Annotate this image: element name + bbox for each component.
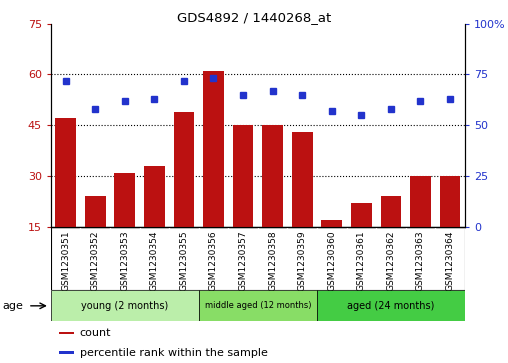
- Text: GSM1230355: GSM1230355: [179, 230, 188, 291]
- Bar: [292, 132, 312, 278]
- Text: GSM1230358: GSM1230358: [268, 230, 277, 291]
- Bar: [380, 196, 401, 278]
- Text: GDS4892 / 1440268_at: GDS4892 / 1440268_at: [177, 11, 331, 24]
- Text: GSM1230352: GSM1230352: [90, 230, 100, 290]
- Bar: [144, 166, 165, 278]
- Bar: [317, 290, 465, 321]
- Text: GSM1230361: GSM1230361: [357, 230, 366, 291]
- Text: GSM1230359: GSM1230359: [298, 230, 307, 291]
- Bar: [351, 203, 372, 278]
- Text: GSM1230354: GSM1230354: [150, 230, 159, 290]
- Bar: [440, 176, 460, 278]
- Text: age: age: [3, 301, 23, 311]
- Text: GSM1230362: GSM1230362: [387, 230, 395, 290]
- Text: middle aged (12 months): middle aged (12 months): [205, 301, 311, 310]
- Bar: [85, 196, 106, 278]
- Bar: [203, 71, 224, 278]
- Bar: [114, 173, 135, 278]
- Bar: [59, 351, 74, 354]
- Bar: [55, 118, 76, 278]
- Bar: [174, 112, 194, 278]
- Bar: [51, 290, 199, 321]
- Text: GSM1230357: GSM1230357: [239, 230, 247, 291]
- Bar: [322, 220, 342, 278]
- Text: GSM1230363: GSM1230363: [416, 230, 425, 291]
- Bar: [199, 290, 317, 321]
- Text: GSM1230364: GSM1230364: [446, 230, 455, 290]
- Bar: [410, 176, 431, 278]
- Bar: [233, 125, 253, 278]
- Text: GSM1230353: GSM1230353: [120, 230, 129, 291]
- Text: GSM1230351: GSM1230351: [61, 230, 70, 291]
- Bar: [59, 332, 74, 334]
- Text: young (2 months): young (2 months): [81, 301, 168, 311]
- Text: GSM1230360: GSM1230360: [327, 230, 336, 291]
- Bar: [262, 125, 283, 278]
- Text: percentile rank within the sample: percentile rank within the sample: [80, 347, 268, 358]
- Text: aged (24 months): aged (24 months): [347, 301, 434, 311]
- Text: GSM1230356: GSM1230356: [209, 230, 218, 291]
- Text: count: count: [80, 328, 111, 338]
